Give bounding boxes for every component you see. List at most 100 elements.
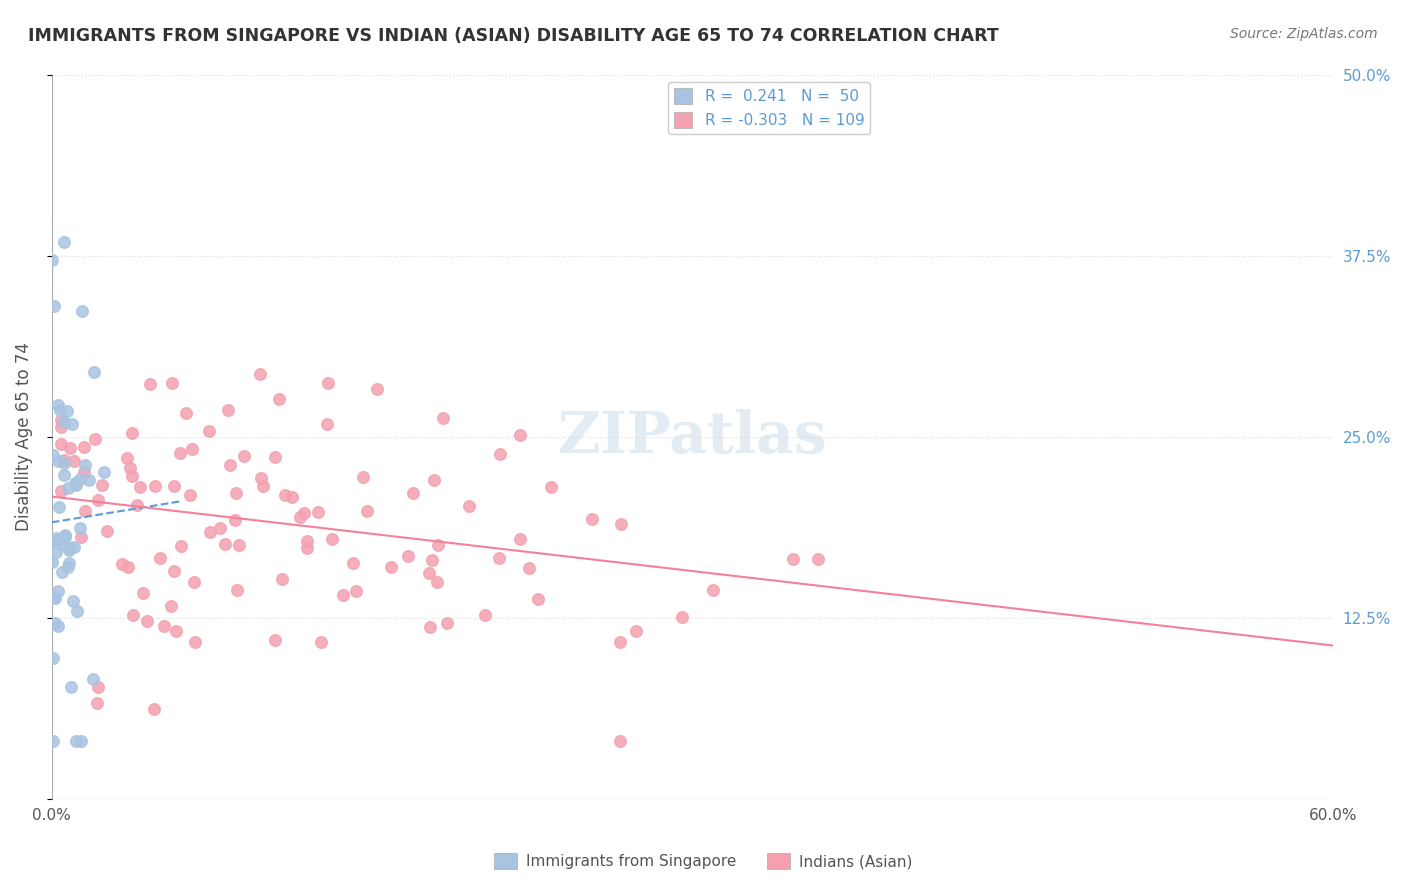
Point [143,479,166,493]
Point [474,607,496,622]
Point [423,473,446,487]
Point [65,734,87,748]
Point [139,377,162,392]
Point [181,442,204,457]
Point [581,512,603,526]
Point [46,618,69,632]
Point [58,543,80,558]
Point [267,392,290,407]
Point [93,465,115,479]
Point [427,539,450,553]
Point [224,513,246,527]
Point [136,614,159,628]
Point [183,575,205,590]
Point [62,540,84,554]
Point [702,582,724,597]
Point [120,461,142,475]
Point [380,560,402,574]
Point [53,415,76,429]
Point [52,456,75,470]
Point [316,376,339,391]
Point [297,533,319,548]
Point [59,541,82,556]
Point [72,465,94,479]
Point [163,478,186,492]
Point [184,634,207,648]
Point [149,550,172,565]
Point [41,253,63,268]
Y-axis label: Disability Age 65 to 74: Disability Age 65 to 74 [15,343,32,531]
Point [82,673,104,687]
Point [59,680,82,694]
Point [56,403,79,417]
Point [782,552,804,566]
Point [42,448,65,462]
Point [219,458,242,472]
Point [517,561,540,575]
Point [143,702,166,716]
Point [48,403,70,417]
Point [51,413,73,427]
Point [342,557,364,571]
Point [159,599,181,613]
Point [420,553,443,567]
Point [249,471,271,485]
Point [214,537,236,551]
Point [263,633,285,648]
Point [42,299,65,313]
Point [179,488,201,502]
Point [418,566,440,581]
Point [624,624,647,638]
Point [49,483,72,498]
Point [226,582,249,597]
Text: Source: ZipAtlas.com: Source: ZipAtlas.com [1230,27,1378,41]
Point [321,533,343,547]
Point [249,367,271,381]
Point [509,428,531,442]
Point [59,441,82,455]
Point [129,480,152,494]
Point [274,488,297,502]
Point [48,533,70,547]
Point [169,539,191,553]
Point [83,365,105,379]
Point [432,410,454,425]
Point [91,478,114,492]
Point [44,591,66,605]
Point [163,564,186,578]
Point [44,591,66,605]
Point [352,469,374,483]
Legend: R =  0.241   N =  50, R = -0.303   N = 109: R = 0.241 N = 50, R = -0.303 N = 109 [668,82,870,134]
Point [401,486,423,500]
Point [42,650,65,665]
Text: ZIPatlas: ZIPatlas [557,409,827,465]
Point [69,521,91,535]
Point [46,398,69,412]
Point [426,575,449,590]
Point [315,417,337,431]
Point [419,620,441,634]
Point [297,541,319,555]
Point [48,500,70,514]
Point [366,382,388,396]
Point [96,524,118,538]
Point [280,491,302,505]
Point [198,425,221,439]
Point [396,549,419,564]
Point [292,506,315,520]
Point [70,734,93,748]
Point [86,696,108,710]
Point [44,531,66,545]
Point [121,469,143,483]
Point [53,527,76,541]
Point [70,529,93,543]
Point [45,544,67,558]
Point [121,425,143,440]
Point [198,524,221,539]
Point [609,734,631,748]
Point [51,537,73,551]
Point [49,419,72,434]
Point [228,538,250,552]
Point [122,607,145,622]
Point [307,506,329,520]
